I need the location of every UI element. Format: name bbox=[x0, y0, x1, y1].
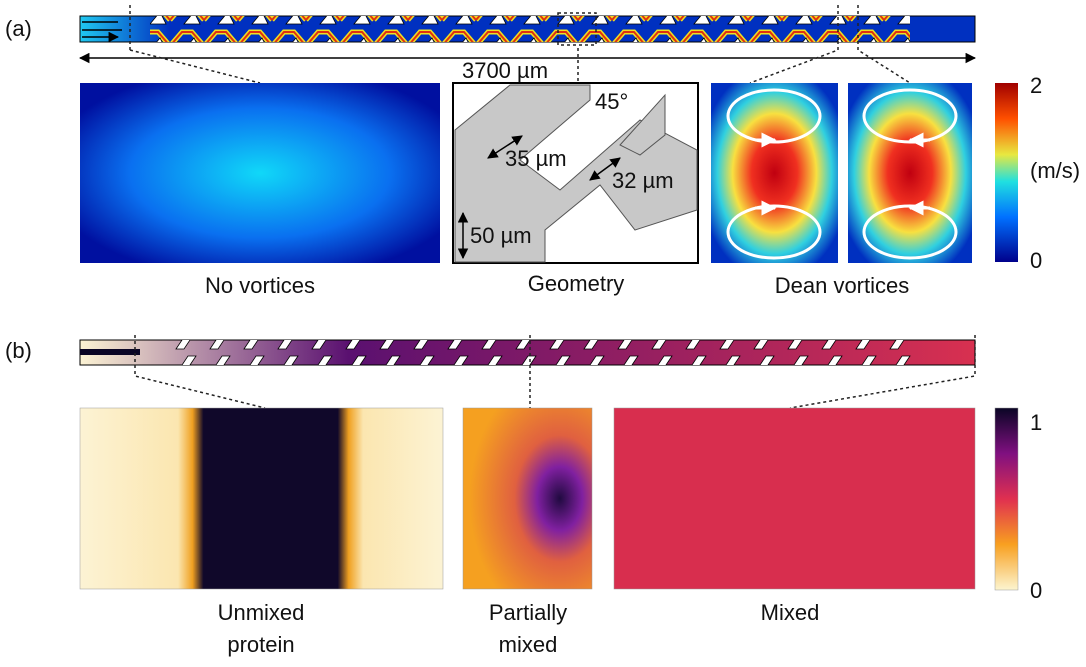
caption: Partially bbox=[489, 600, 567, 625]
angle-label: 45° bbox=[595, 89, 628, 114]
channel-b bbox=[80, 340, 975, 365]
colorbar bbox=[995, 83, 1018, 262]
caption: Mixed bbox=[761, 600, 820, 625]
channel-a bbox=[80, 16, 975, 42]
velocity-map bbox=[80, 83, 440, 263]
dimension-label: 35 µm bbox=[505, 146, 567, 171]
panel-label: (b) bbox=[5, 338, 32, 363]
colorbar-min: 0 bbox=[1030, 248, 1042, 273]
figure: (a) 3700 µm 45° 35 µm 32 µm 50 µm No vor… bbox=[0, 0, 1086, 662]
colorbar-unit: (m/s) bbox=[1030, 158, 1080, 183]
colorbar-max: 1 bbox=[1030, 410, 1042, 435]
dimension-label: 32 µm bbox=[612, 168, 674, 193]
length-label: 3700 µm bbox=[462, 58, 548, 83]
concentration-map bbox=[614, 408, 975, 589]
caption: mixed bbox=[499, 632, 558, 657]
panel-label: (a) bbox=[5, 16, 32, 41]
dimension-label: 50 µm bbox=[470, 223, 532, 248]
caption: Dean vortices bbox=[775, 273, 910, 298]
caption: Geometry bbox=[528, 271, 625, 296]
caption: protein bbox=[227, 632, 294, 657]
concentration-map bbox=[463, 408, 592, 589]
geometry-panel: 45° 35 µm 32 µm 50 µm bbox=[453, 83, 698, 263]
dean-maps bbox=[711, 83, 972, 263]
caption: No vortices bbox=[205, 273, 315, 298]
colorbar-min: 0 bbox=[1030, 578, 1042, 603]
caption: Unmixed bbox=[218, 600, 305, 625]
colorbar bbox=[995, 408, 1018, 590]
colorbar-max: 2 bbox=[1030, 73, 1042, 98]
concentration-map bbox=[80, 408, 443, 589]
